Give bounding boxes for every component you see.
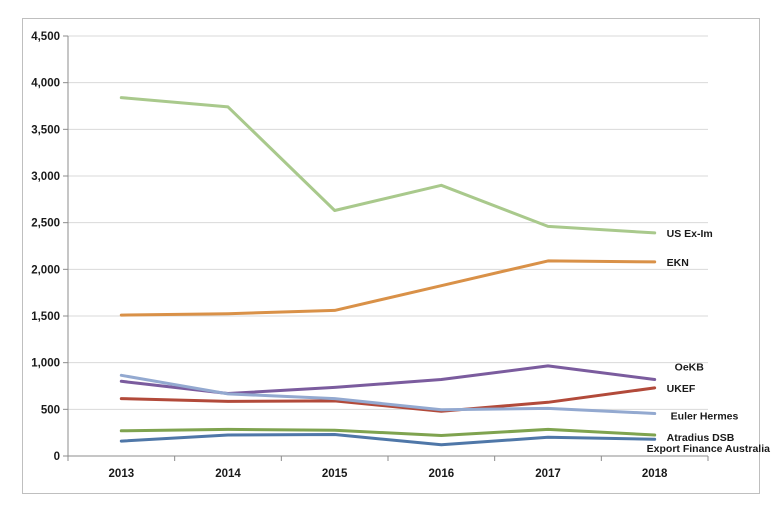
series-label-us-ex-im: US Ex-Im [667, 228, 713, 240]
y-axis-ticks: 0 500 1,000 1,500 2,000 2,500 3,000 3,500 4,000 4… [31, 31, 68, 463]
x-tick-label: 2014 [215, 468, 241, 480]
x-tick-label: 2018 [642, 468, 668, 480]
series-lines [119, 96, 657, 447]
series-line-ekn [119, 259, 657, 317]
y-tick-label: 4,500 [31, 31, 60, 43]
x-tick-label: 2015 [322, 468, 348, 480]
series-line-atradius-dsb [119, 427, 657, 437]
series-label-atradius-dsb: Atradius DSB [667, 432, 735, 444]
series-label-ekn: EKN [667, 257, 689, 269]
x-tick-label: 2017 [535, 468, 561, 480]
series-label-ukef: UKEF [667, 383, 696, 395]
series-label-export-finance-australia: Export Finance Australia [647, 443, 770, 455]
y-tick-label: 0 [54, 451, 60, 463]
y-tick-label: 3,500 [31, 124, 60, 136]
y-tick-label: 3,000 [31, 171, 60, 183]
y-tick-label: 2,000 [31, 264, 60, 276]
y-tick-label: 1,500 [31, 311, 60, 323]
series-line-us-ex-im [119, 96, 657, 235]
series-line-export-finance-australia [119, 433, 657, 447]
y-tick-label: 4,000 [31, 78, 60, 90]
x-axis-ticks: 2013 2014 2015 2016 2017 2018 [67, 456, 709, 480]
y-tick-label: 1,000 [31, 358, 60, 370]
gridlines [67, 35, 708, 457]
y-tick-label: 2,500 [31, 218, 60, 230]
chart-frame [22, 18, 760, 494]
series-label-oekb: OeKB [675, 361, 705, 373]
series-line-ukef [119, 386, 657, 413]
y-tick-label: 500 [41, 404, 60, 416]
x-tick-label: 2016 [429, 468, 455, 480]
x-tick-label: 2013 [109, 468, 135, 480]
series-labels: US Ex-Im EKN OeKB UKEF Euler Hermes Atradius … [647, 228, 770, 455]
series-label-euler-hermes: Euler Hermes [671, 411, 739, 423]
series-line-euler-hermes [119, 373, 657, 415]
